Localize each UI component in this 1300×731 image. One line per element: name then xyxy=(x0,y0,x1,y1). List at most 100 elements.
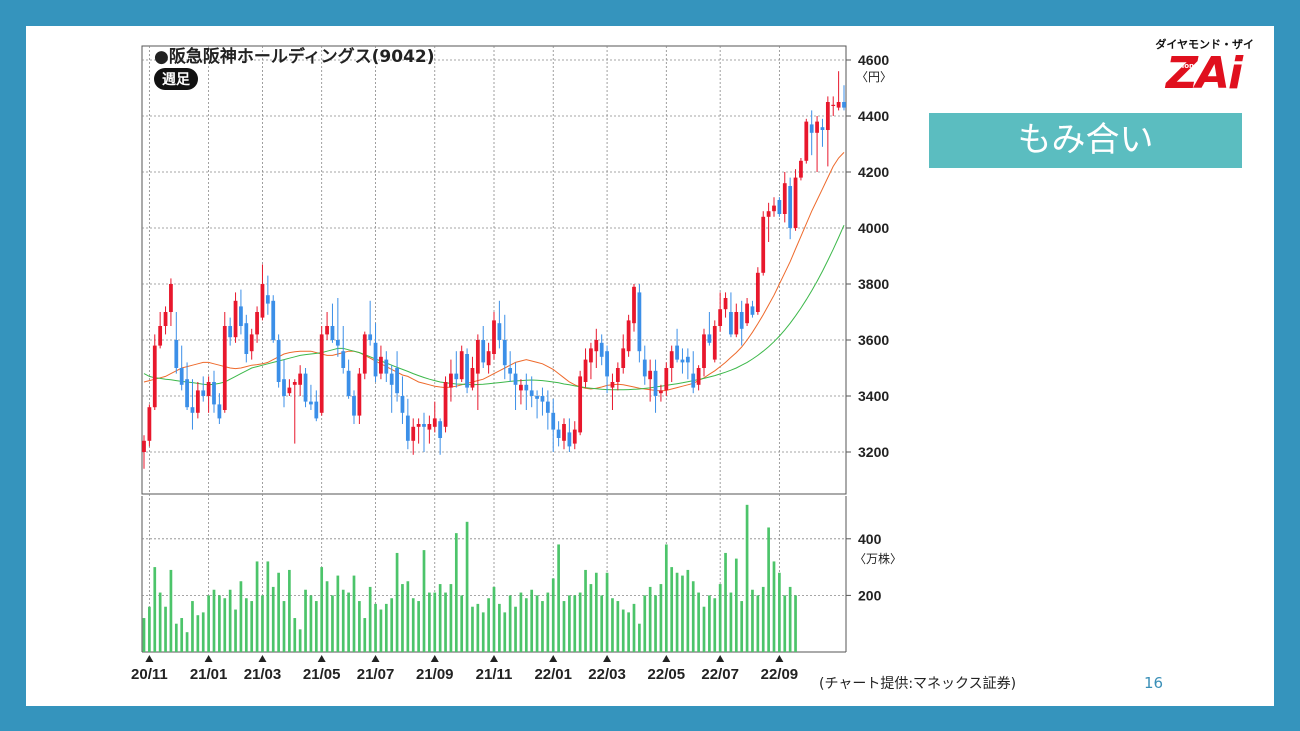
volume-bar xyxy=(578,592,582,652)
x-tick-label: 21/01 xyxy=(190,666,228,683)
candle-body xyxy=(228,326,233,338)
volume-bar xyxy=(794,595,797,652)
volume-bar xyxy=(234,609,237,652)
x-tick-marker xyxy=(317,655,326,662)
y-tick-label: 3800 xyxy=(858,276,889,292)
candle-body xyxy=(745,303,749,324)
candle-body xyxy=(405,415,410,441)
volume-tick-label: 200 xyxy=(858,587,882,603)
volume-bar xyxy=(223,598,227,652)
x-tick-label: 21/11 xyxy=(476,666,513,683)
volume-bar xyxy=(185,632,189,652)
candle-body xyxy=(653,370,658,396)
x-tick-marker xyxy=(775,655,784,662)
volume-bar xyxy=(729,592,733,652)
volume-bar xyxy=(331,595,334,652)
candle-body xyxy=(443,382,448,427)
volume-bar xyxy=(401,584,404,652)
candle-body xyxy=(508,368,513,374)
volume-bar xyxy=(621,609,625,652)
candle-body xyxy=(804,121,809,161)
price-unit-label: 〈円〉 xyxy=(856,70,892,84)
y-tick-label: 3400 xyxy=(858,388,889,404)
volume-bar xyxy=(702,606,706,652)
volume-bar xyxy=(454,533,458,652)
candle-body xyxy=(519,384,523,391)
volume-bar xyxy=(605,572,609,652)
volume-bar xyxy=(681,575,684,652)
volume-bar xyxy=(503,612,507,652)
volume-bar xyxy=(616,601,620,652)
volume-bar xyxy=(411,598,415,652)
candle-body xyxy=(659,390,663,394)
volume-bar xyxy=(390,598,394,652)
y-tick-label: 3200 xyxy=(858,444,889,460)
candle-body xyxy=(287,387,292,394)
volume-bar xyxy=(153,567,157,652)
page-number: 16 xyxy=(1144,674,1164,692)
candle-body xyxy=(540,396,545,402)
candle-body xyxy=(206,382,211,396)
volume-bar xyxy=(686,569,690,652)
volume-bar xyxy=(659,584,663,652)
volume-bar xyxy=(212,589,216,652)
candle-body xyxy=(212,382,216,405)
candle-body xyxy=(341,351,346,368)
ma-long-line xyxy=(143,152,845,392)
x-tick-marker xyxy=(204,655,213,662)
volume-bar xyxy=(632,603,636,652)
volume-bar xyxy=(444,592,447,652)
x-tick-label: 22/03 xyxy=(588,666,626,683)
volume-bar xyxy=(573,595,577,652)
y-tick-label: 4400 xyxy=(858,108,889,124)
volume-bar xyxy=(266,561,270,652)
candle-body xyxy=(239,306,243,326)
volume-bar xyxy=(363,618,367,652)
y-tick-label: 4200 xyxy=(858,164,889,180)
candle-body xyxy=(836,102,841,108)
volume-bar xyxy=(541,601,544,652)
candle-body xyxy=(809,124,814,133)
volume-tick-label: 400 xyxy=(858,531,882,547)
candle-body xyxy=(438,421,443,438)
volume-bar xyxy=(379,609,383,652)
candle-body xyxy=(217,404,222,419)
candle-body xyxy=(535,396,539,399)
volume-bar xyxy=(244,598,248,652)
volume-bar xyxy=(724,552,727,652)
volume-bar xyxy=(417,601,420,652)
volume-bar xyxy=(675,572,679,652)
volume-bar xyxy=(164,606,167,652)
candle-body xyxy=(572,429,577,444)
volume-bar xyxy=(314,601,318,652)
candle-body xyxy=(626,320,631,352)
volume-bar xyxy=(352,575,356,652)
volume-bar xyxy=(320,567,324,652)
stock-chart: 20/11 21/01 21/03 21/05 21/07 21/09 21/11 22/01… xyxy=(131,45,902,683)
candle-body xyxy=(201,390,206,396)
candle-body xyxy=(449,373,453,388)
x-tick-label: 21/05 xyxy=(303,666,341,683)
candle-body xyxy=(637,292,642,352)
candle-body xyxy=(470,368,475,388)
logo-small-text: Diamond xyxy=(1164,62,1200,70)
candle-body xyxy=(395,368,399,394)
volume-bar xyxy=(584,569,587,652)
volume-bar xyxy=(422,550,426,652)
candle-body xyxy=(529,390,534,396)
volume-bar xyxy=(778,572,781,652)
candle-body xyxy=(723,298,728,310)
candle-body xyxy=(788,186,793,228)
volume-bar xyxy=(239,581,243,652)
volume-bar xyxy=(228,589,232,652)
volume-bar xyxy=(492,586,496,652)
volume-bar xyxy=(293,618,297,652)
candle-body xyxy=(567,432,572,447)
x-tick-label: 22/01 xyxy=(534,666,572,683)
candle-body xyxy=(664,368,669,391)
volume-bar xyxy=(201,612,205,652)
volume-bar xyxy=(298,629,302,652)
volume-bar xyxy=(309,595,313,652)
candle-body xyxy=(335,340,340,346)
volume-bar xyxy=(514,606,517,652)
